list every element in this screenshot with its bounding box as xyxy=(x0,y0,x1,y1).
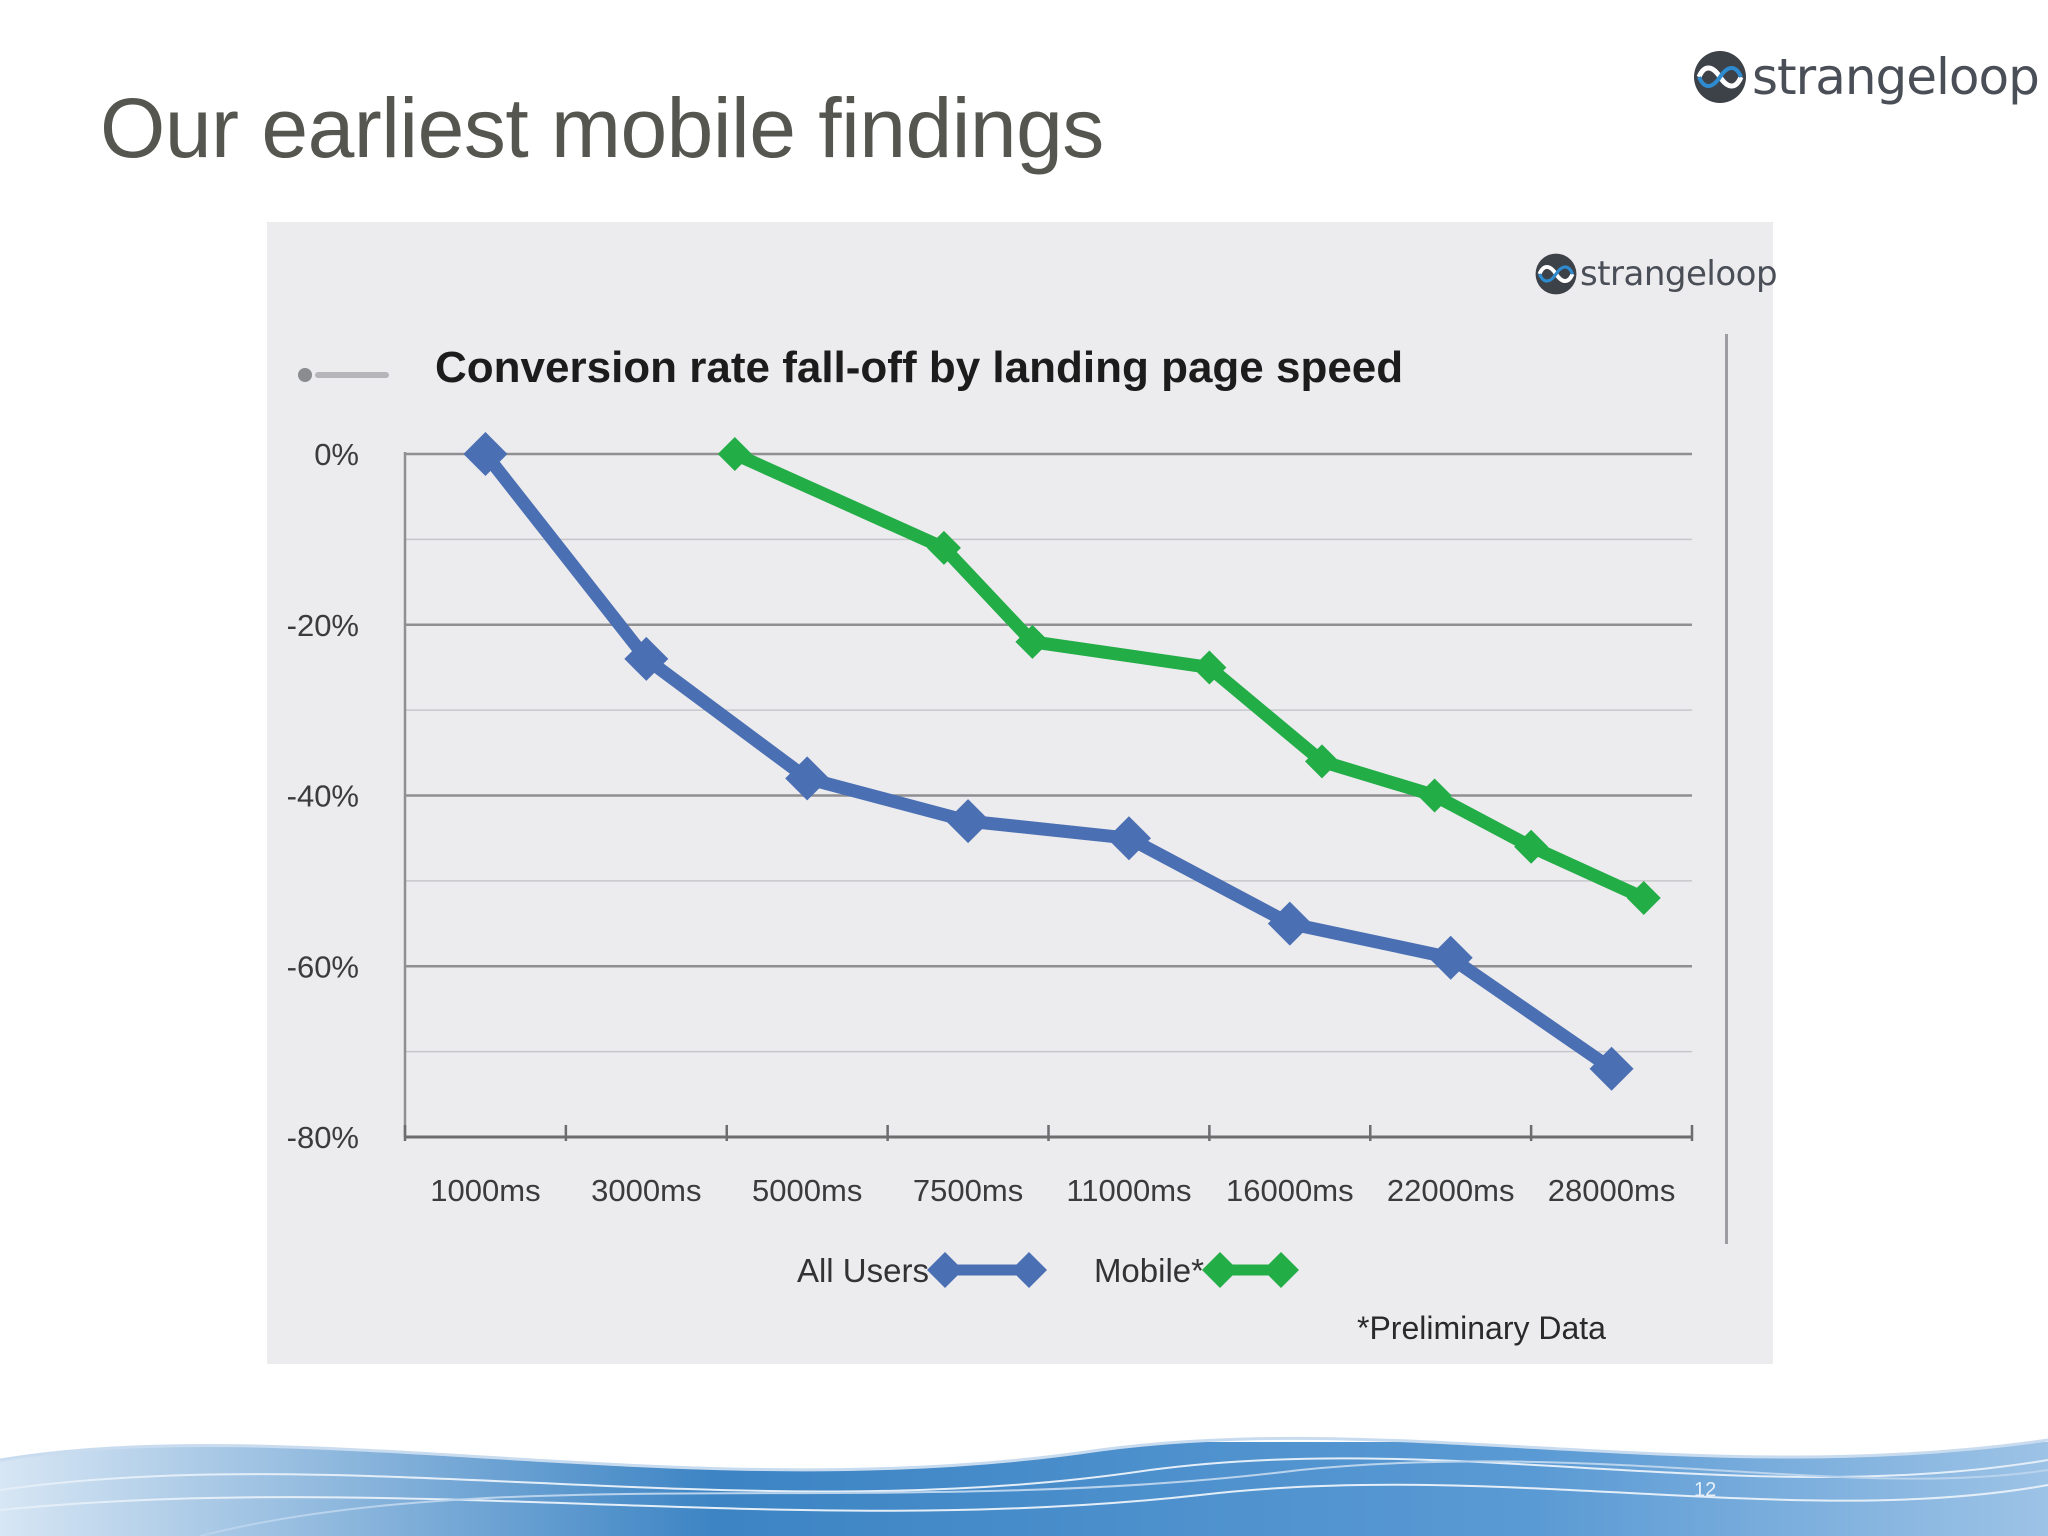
slide-title: Our earliest mobile findings xyxy=(100,81,1104,175)
legend-marker-all-users xyxy=(1011,1252,1047,1288)
chart-frame-rule xyxy=(1725,334,1728,1244)
chart-panel: strangeloop Conversion rate fall-off by … xyxy=(267,222,1778,1364)
legend-label-all-users: All Users xyxy=(797,1252,929,1289)
x-tick-label: 22000ms xyxy=(1387,1173,1515,1208)
y-tick-label: -20% xyxy=(287,608,359,643)
mini-strangeloop-logo xyxy=(298,368,389,382)
series-line-mobile xyxy=(728,447,1651,905)
page-number: 12 xyxy=(1694,1479,1717,1501)
legend-marker-mobile xyxy=(1202,1252,1238,1288)
strangeloop-logo: strangeloop xyxy=(1692,48,2040,106)
legend-marker-all-users xyxy=(927,1252,963,1288)
legend-label-mobile: Mobile* xyxy=(1094,1252,1204,1289)
data-point-mobile xyxy=(1514,829,1549,864)
preliminary-data-note: *Preliminary Data xyxy=(1357,1310,1606,1346)
data-point-all-users xyxy=(946,799,991,844)
x-tick-label: 16000ms xyxy=(1226,1173,1354,1208)
chart-strangeloop-logo: strangeloop xyxy=(1534,252,1778,296)
strangeloop-logo-text: strangeloop xyxy=(1752,48,2040,106)
data-point-all-users xyxy=(1428,935,1473,980)
decorative-wave-footer xyxy=(0,1400,2048,1536)
data-point-all-users xyxy=(1106,816,1151,861)
x-tick-label: 28000ms xyxy=(1548,1173,1676,1208)
data-point-all-users xyxy=(624,636,669,681)
data-point-mobile xyxy=(717,437,752,471)
data-point-all-users xyxy=(785,756,830,801)
data-point-mobile xyxy=(1015,624,1050,659)
data-point-mobile xyxy=(1417,778,1452,813)
x-tick-label: 1000ms xyxy=(430,1173,540,1208)
chart-strangeloop-logo-text: strangeloop xyxy=(1580,254,1778,294)
y-tick-label: -60% xyxy=(287,949,359,984)
series-line-all-users xyxy=(478,447,1619,1076)
x-tick-label: 7500ms xyxy=(913,1173,1023,1208)
legend-marker-mobile xyxy=(1263,1252,1299,1288)
chart-strangeloop-logo-icon xyxy=(1535,253,1577,295)
line-chart: Conversion rate fall-off by landing page… xyxy=(287,343,1694,1346)
data-point-all-users xyxy=(463,432,508,476)
data-point-mobile xyxy=(1626,880,1661,915)
data-point-mobile xyxy=(926,530,961,565)
x-tick-label: 3000ms xyxy=(591,1173,701,1208)
data-point-all-users xyxy=(1589,1046,1634,1091)
strangeloop-logo-icon xyxy=(1694,51,1746,103)
data-point-mobile xyxy=(1304,744,1339,779)
data-point-all-users xyxy=(1267,901,1312,946)
x-tick-label: 11000ms xyxy=(1066,1173,1191,1208)
data-point-mobile xyxy=(1192,650,1227,685)
y-tick-label: 0% xyxy=(314,437,359,472)
chart-title: Conversion rate fall-off by landing page… xyxy=(435,343,1403,392)
x-tick-label: 5000ms xyxy=(752,1173,862,1208)
y-tick-label: -80% xyxy=(287,1120,359,1155)
y-tick-label: -40% xyxy=(287,779,359,814)
